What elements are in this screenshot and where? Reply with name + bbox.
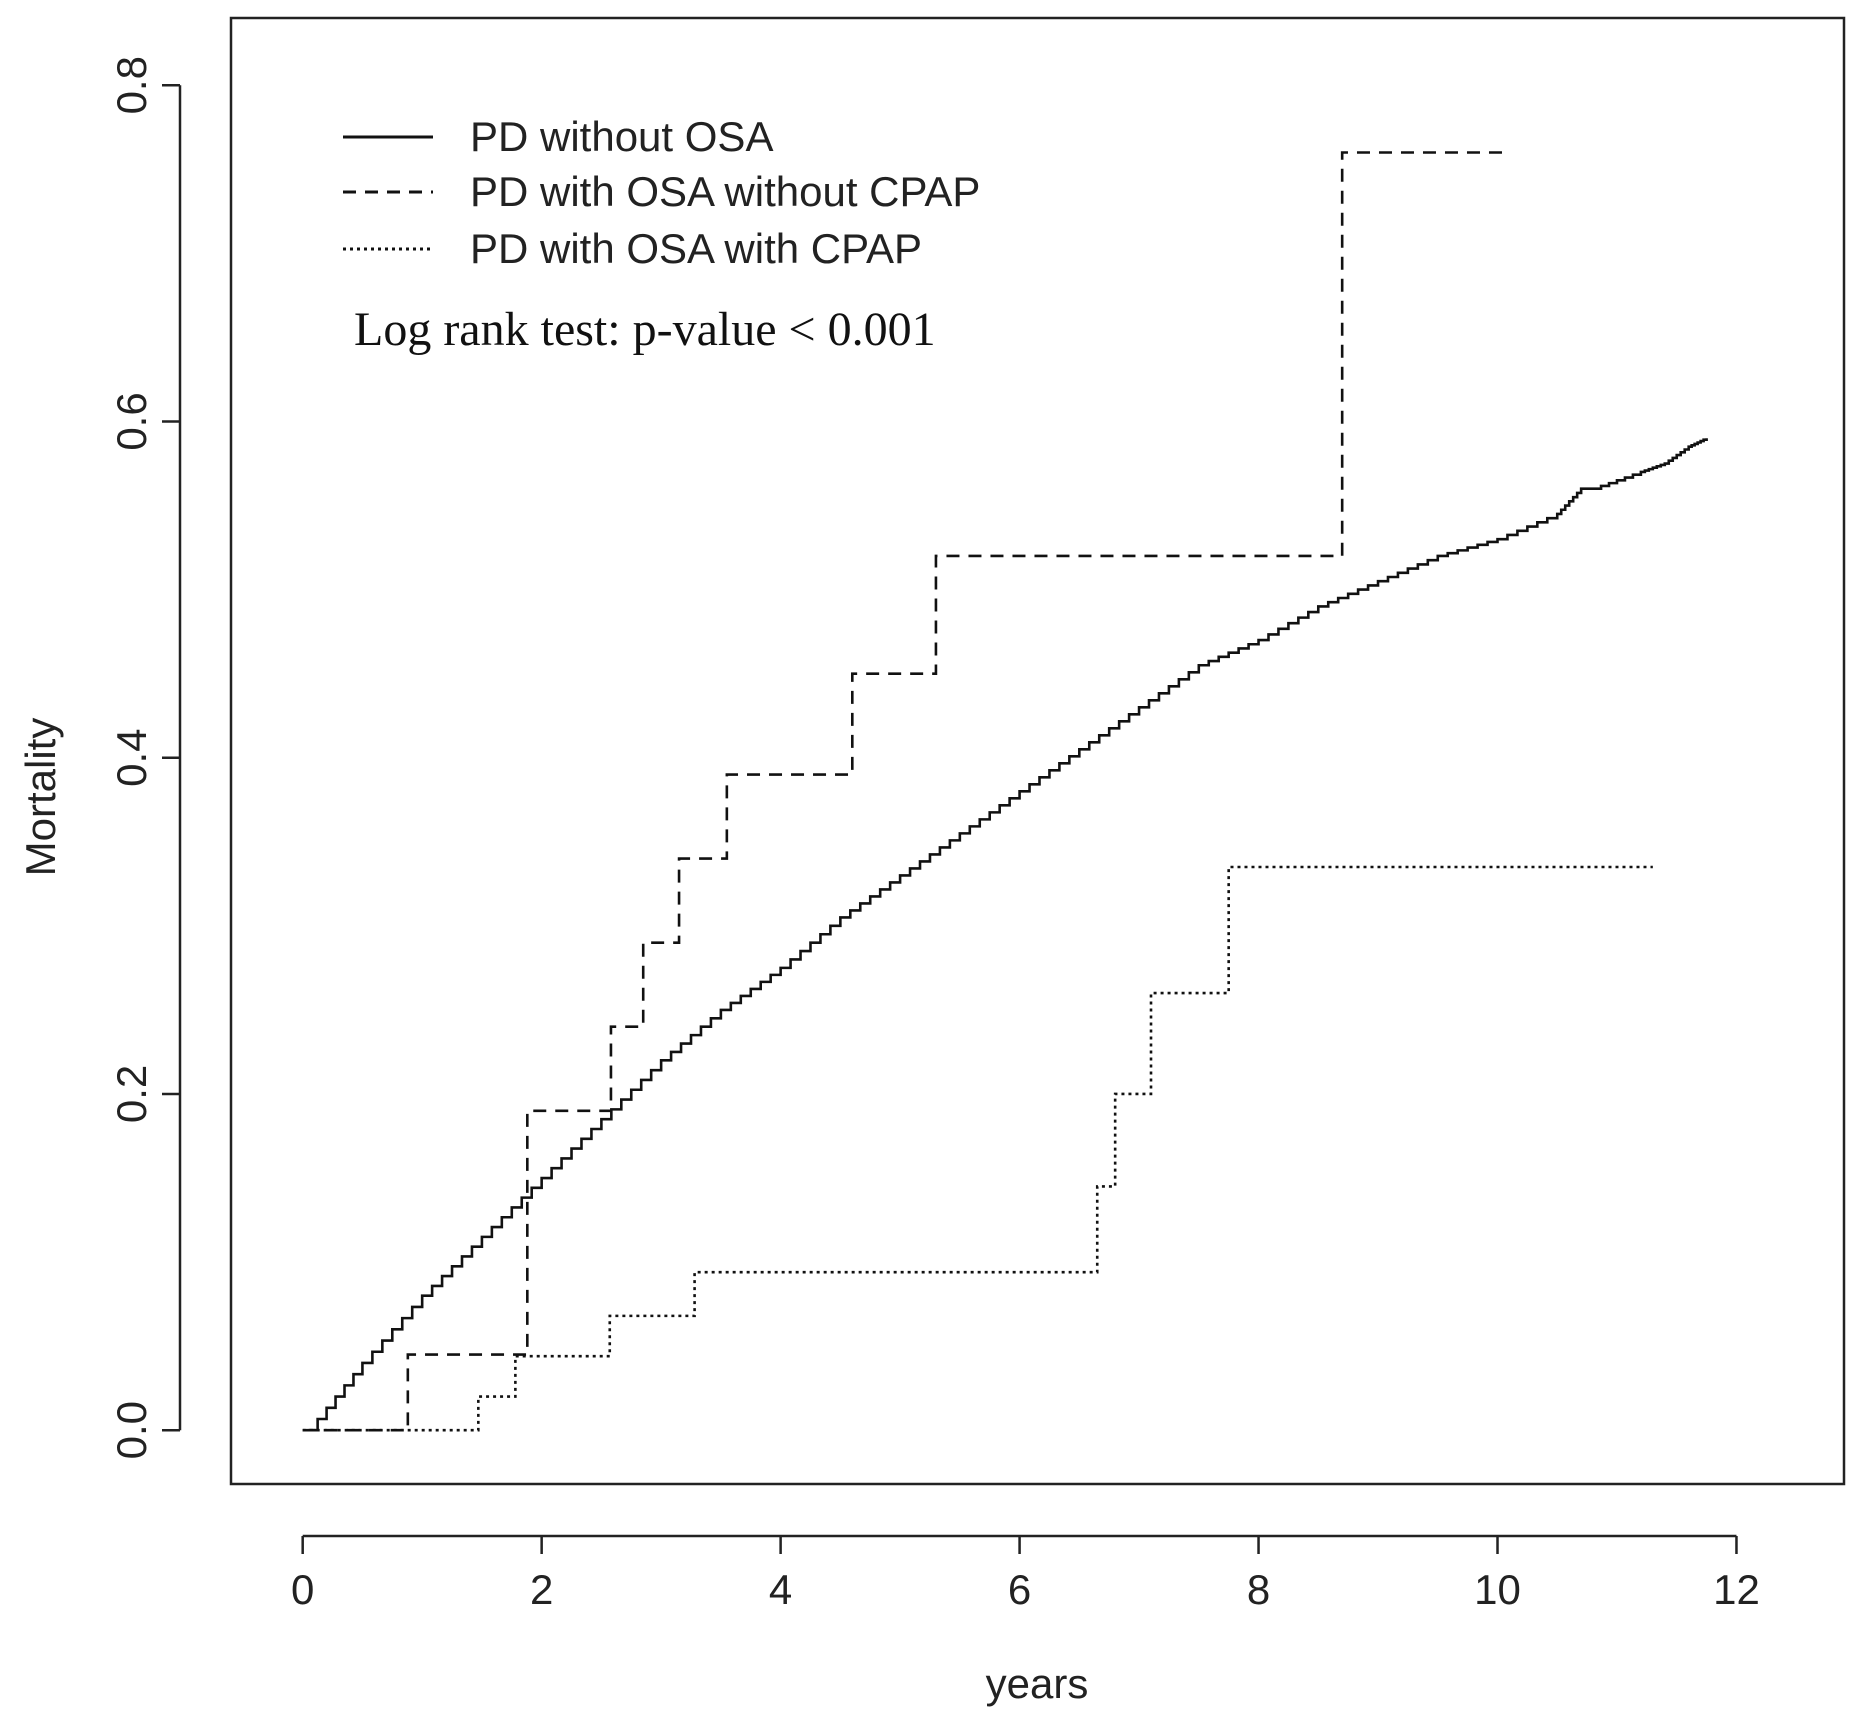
x-tick-label: 12	[1713, 1566, 1760, 1613]
x-tick-label: 2	[530, 1566, 553, 1613]
x-tick-label: 4	[769, 1566, 792, 1613]
series-dashed-line	[302, 151, 1504, 1432]
x-axis-label: years	[986, 1660, 1089, 1707]
y-tick-label: 0.6	[108, 392, 155, 450]
y-axis-label: Mortality	[17, 718, 64, 877]
plot-frame	[229, 16, 1846, 1486]
series-layer	[302, 151, 1708, 1432]
y-tick-label: 0.2	[108, 1065, 155, 1123]
y-tick-label: 0.0	[108, 1401, 155, 1459]
series-solid-line	[308, 438, 1708, 1432]
y-tick-label: 0.8	[108, 56, 155, 114]
x-axis: 0 2 4 6 8 10 12	[291, 1534, 1760, 1613]
series-dotted-line	[302, 865, 1653, 1432]
x-tick-label: 0	[291, 1566, 314, 1613]
x-tick-label: 8	[1247, 1566, 1270, 1613]
y-tick-label: 0.4	[108, 729, 155, 787]
legend-label-osa-with-cpap: PD with OSA with CPAP	[470, 225, 922, 272]
x-tick-label: 6	[1008, 1566, 1031, 1613]
y-axis: 0.0 0.2 0.4 0.6 0.8	[108, 56, 182, 1459]
log-rank-annotation: Log rank test: p-value < 0.001	[354, 303, 936, 356]
legend-label-osa-without-cpap: PD with OSA without CPAP	[470, 168, 980, 215]
legend-label-without-osa: PD without OSA	[470, 113, 773, 160]
x-tick-label: 10	[1474, 1566, 1521, 1613]
legend: PD without OSA PD with OSA without CPAP …	[343, 113, 980, 272]
